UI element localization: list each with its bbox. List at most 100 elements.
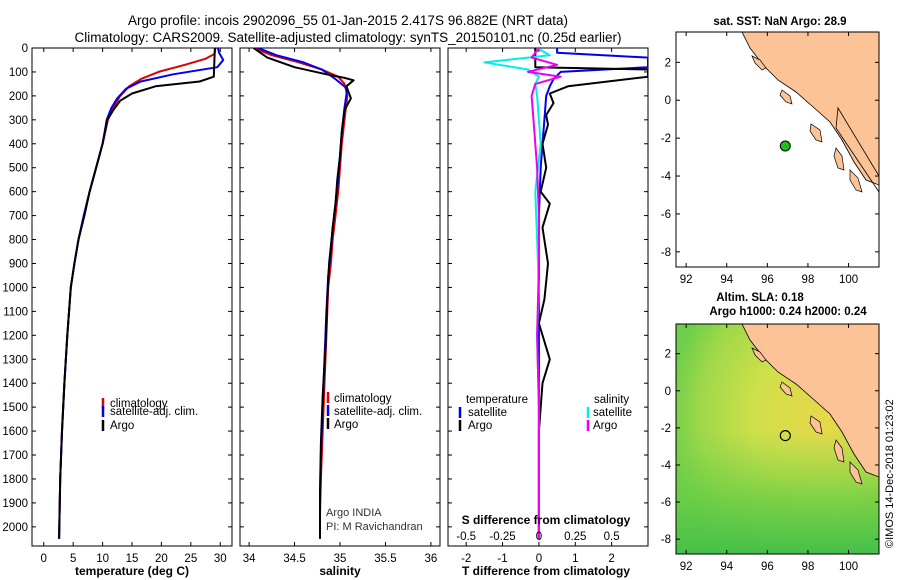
- island-nias: [779, 89, 793, 105]
- series-line-argo: [58, 48, 216, 539]
- map-lat-label: 2: [665, 349, 671, 361]
- salinity-axes-frame: [239, 47, 441, 547]
- depth-tick-label: 200: [9, 91, 28, 103]
- series-line-temperature-argo: [534, 48, 648, 539]
- map-lon-label: 92: [680, 274, 693, 286]
- map-lat-label: -4: [661, 460, 672, 472]
- sla-map-title-line2: Argo h1000: 0.24 h2000: 0.24: [709, 306, 867, 318]
- depth-tick-label: 1800: [2, 474, 28, 486]
- salinity-panel: 34 34.5 35 35.5 36 salinity climatology sate…: [239, 47, 441, 578]
- legend-argo: Argo: [110, 420, 134, 432]
- depth-tick-label: 1500: [2, 402, 28, 414]
- figure-title-line1: Argo profile: incois 2902096_55 01-Jan-2…: [128, 13, 568, 28]
- s-diff-tick-label: 0: [536, 531, 542, 543]
- map-lon-label: 100: [839, 274, 858, 286]
- x-tick-label: 0: [41, 553, 47, 565]
- depth-tick-label: 2000: [2, 522, 28, 534]
- salinity-x-label: salinity: [319, 564, 361, 578]
- s-diff-tick-label: 0.25: [564, 531, 586, 543]
- sst-map-land: [741, 32, 879, 193]
- sla-southern-field: [676, 430, 879, 554]
- island-simeulue: [751, 55, 767, 71]
- s-diff-tick-label: 0.5: [604, 531, 620, 543]
- depth-tick-label: 600: [9, 187, 28, 199]
- salinity-series: [253, 48, 355, 539]
- imos-credit: ©IMOS 14-Dec-2018 01:23:02: [884, 399, 896, 548]
- legend-sal-argo: Argo: [593, 420, 617, 432]
- island-pagai: [849, 169, 863, 193]
- island-simeulue: [751, 347, 767, 363]
- difference-x-label: T difference from climatology: [462, 564, 630, 578]
- x-tick-label: -2: [461, 553, 471, 565]
- x-tick-label: 36: [425, 553, 438, 565]
- depth-tick-label: 100: [9, 67, 28, 79]
- depth-tick-label: 700: [9, 211, 28, 223]
- series-line-salinity-argo: [527, 48, 562, 539]
- x-tick-label: 35: [334, 553, 347, 565]
- depth-tick-label: 1900: [2, 498, 28, 510]
- island-nias: [779, 381, 793, 397]
- temperature-x-label: temperature (deg C): [75, 564, 189, 578]
- x-tick-label: 15: [126, 553, 139, 565]
- sst-map-panel: sat. SST: NaN Argo: 28.9 92 94 96 98 100 2 0 -2…: [661, 16, 880, 286]
- map-lon-label: 98: [802, 274, 815, 286]
- temperature-axes-frame: [31, 47, 233, 547]
- depth-tick-label: 1200: [2, 330, 28, 342]
- figure-title-line2: Climatology: CARS2009. Satellite-adjuste…: [74, 30, 621, 45]
- sla-map-title-line1: Altim. SLA: 0.18: [716, 292, 804, 304]
- sla-map-panel: Altim. SLA: 0.18 Argo h1000: 0.24 h2000:…: [661, 292, 896, 573]
- depth-tick-label: 1600: [2, 426, 28, 438]
- map-lat-label: -4: [661, 171, 672, 183]
- s-diff-tick-label: -0.5: [456, 531, 476, 543]
- argo-position-marker: [779, 430, 791, 442]
- map-lon-label: 96: [761, 561, 774, 573]
- temperature-series: [58, 48, 225, 539]
- legend-climatology: climatology: [334, 393, 392, 405]
- x-tick-label: 1: [572, 553, 578, 565]
- s-difference-label: S difference from climatology: [462, 513, 631, 527]
- map-lat-label: -6: [661, 209, 671, 221]
- series-line-argo: [253, 48, 355, 539]
- sst-map-frame: [675, 31, 880, 268]
- sst-map-title: sat. SST: NaN Argo: 28.9: [713, 16, 846, 28]
- depth-tick-label: 1000: [2, 282, 28, 294]
- depth-tick-label: 400: [9, 139, 28, 151]
- x-tick-label: 34: [243, 553, 256, 565]
- legend-sal-satellite: satellite: [593, 407, 632, 419]
- float-annotation-line2: PI: M Ravichandran: [326, 521, 423, 533]
- depth-tick-label: 1700: [2, 450, 28, 462]
- series-line-temperature-satellite: [537, 48, 648, 539]
- island-sipora: [833, 147, 845, 171]
- map-lat-label: -2: [661, 423, 671, 435]
- series-line-climatology: [253, 48, 349, 539]
- island-sipora: [833, 439, 845, 463]
- island-pagai: [849, 461, 863, 485]
- depth-tick-label: 0: [22, 43, 28, 55]
- legend-satellite: satellite-adj. clim.: [334, 406, 422, 418]
- map-lon-label: 94: [720, 274, 733, 286]
- map-lon-label: 96: [761, 274, 774, 286]
- depth-tick-label: 800: [9, 235, 28, 247]
- depth-tick-label: 500: [9, 163, 28, 175]
- x-tick-label: 0: [536, 553, 542, 565]
- legend-temp-argo: Argo: [468, 420, 492, 432]
- map-lon-label: 94: [720, 561, 733, 573]
- map-lon-label: 92: [680, 561, 693, 573]
- sla-map-frame: [675, 323, 880, 555]
- map-lat-label: 0: [665, 386, 671, 398]
- legend-climatology: climatology: [110, 398, 168, 410]
- temperature-x-axis: 0 5 10 15 20 25 30: [41, 48, 227, 565]
- map-lat-label: -2: [661, 133, 671, 145]
- series-line-satellite-adj-clim-: [58, 48, 225, 539]
- x-tick-label: -1: [497, 553, 507, 565]
- island-siberut: [809, 123, 823, 143]
- difference-series: [483, 48, 648, 539]
- legend-salinity-title: salinity: [594, 394, 629, 406]
- map-lat-label: 2: [665, 57, 671, 69]
- temperature-panel: 0100200300400500600700800900100011001200…: [2, 43, 233, 578]
- map-lat-label: -8: [661, 247, 671, 259]
- salinity-legend: climatology satellite-adj. clim. Argo: [326, 392, 422, 431]
- depth-tick-label: 1400: [2, 378, 28, 390]
- map-lat-label: 0: [665, 95, 671, 107]
- s-diff-tick-label: -0.25: [489, 531, 515, 543]
